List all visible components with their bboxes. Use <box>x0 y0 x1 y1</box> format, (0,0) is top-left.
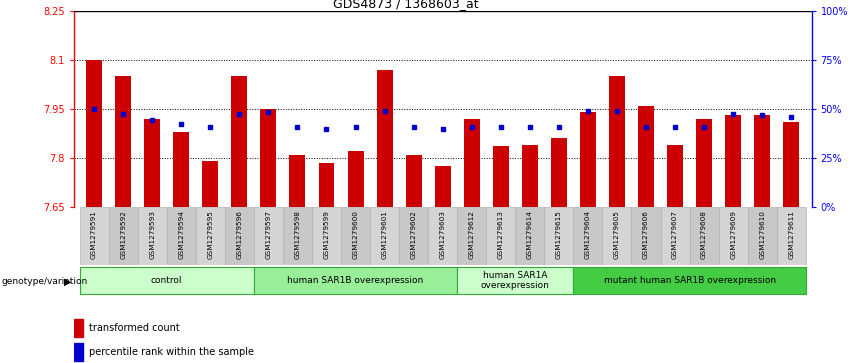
Text: mutant human SAR1B overexpression: mutant human SAR1B overexpression <box>603 276 776 285</box>
Bar <box>696 119 712 207</box>
Bar <box>689 207 719 265</box>
Text: GSM1279610: GSM1279610 <box>760 210 766 259</box>
Text: GSM1279599: GSM1279599 <box>324 210 330 259</box>
Bar <box>225 207 253 265</box>
Bar <box>86 60 102 207</box>
Bar <box>399 207 428 265</box>
Bar <box>493 146 509 207</box>
Bar <box>719 207 747 265</box>
Text: GSM1279591: GSM1279591 <box>91 210 97 259</box>
Bar <box>138 207 167 265</box>
Bar <box>602 207 632 265</box>
Bar <box>260 109 276 207</box>
Text: GSM1279603: GSM1279603 <box>440 210 445 259</box>
Text: GSM1279604: GSM1279604 <box>585 210 591 259</box>
Text: GSM1279601: GSM1279601 <box>382 210 388 259</box>
Bar <box>405 155 422 207</box>
Bar <box>777 207 806 265</box>
Bar <box>609 76 625 207</box>
Bar <box>283 207 312 265</box>
Text: genotype/variation: genotype/variation <box>2 277 88 286</box>
Bar <box>377 70 392 207</box>
Bar <box>74 319 83 337</box>
Text: GSM1279611: GSM1279611 <box>788 210 794 259</box>
Text: control: control <box>151 276 182 285</box>
Bar <box>544 207 574 265</box>
Text: human SAR1B overexpression: human SAR1B overexpression <box>287 276 424 285</box>
Bar <box>516 207 544 265</box>
Text: GSM1279612: GSM1279612 <box>469 210 475 259</box>
Text: GSM1279605: GSM1279605 <box>614 210 620 259</box>
Bar <box>486 207 516 265</box>
Bar <box>754 115 770 207</box>
Text: GSM1279615: GSM1279615 <box>556 210 562 259</box>
Bar <box>464 119 480 207</box>
Bar <box>312 207 341 265</box>
Text: ▶: ▶ <box>63 276 71 286</box>
Bar <box>428 207 457 265</box>
Bar <box>551 138 567 207</box>
Text: GSM1279613: GSM1279613 <box>497 210 503 259</box>
Bar <box>522 145 538 207</box>
Bar <box>253 207 283 265</box>
Bar <box>115 76 131 207</box>
Bar <box>661 207 689 265</box>
Text: GSM1279602: GSM1279602 <box>411 210 417 259</box>
Text: GSM1279598: GSM1279598 <box>294 210 300 259</box>
Bar <box>667 145 683 207</box>
Bar <box>202 161 218 207</box>
Bar <box>108 207 138 265</box>
Bar <box>580 112 596 207</box>
Text: human SAR1A
overexpression: human SAR1A overexpression <box>481 271 549 290</box>
Bar <box>80 266 253 294</box>
Text: GSM1279593: GSM1279593 <box>149 210 155 259</box>
Bar <box>232 76 247 207</box>
Text: GSM1279600: GSM1279600 <box>352 210 358 259</box>
Bar <box>196 207 225 265</box>
Bar <box>725 115 741 207</box>
Text: GSM1279597: GSM1279597 <box>266 210 272 259</box>
Bar <box>574 207 602 265</box>
Bar <box>638 106 654 207</box>
Bar <box>632 207 661 265</box>
Bar <box>457 266 574 294</box>
Bar <box>457 207 486 265</box>
Bar <box>144 119 161 207</box>
Bar <box>253 266 457 294</box>
Text: GSM1279595: GSM1279595 <box>207 210 214 259</box>
Bar <box>341 207 370 265</box>
Title: GDS4873 / 1368603_at: GDS4873 / 1368603_at <box>333 0 478 10</box>
Bar <box>370 207 399 265</box>
Bar <box>574 266 806 294</box>
Text: GSM1279606: GSM1279606 <box>643 210 649 259</box>
Text: GSM1279614: GSM1279614 <box>527 210 533 259</box>
Bar <box>747 207 777 265</box>
Bar <box>347 151 364 207</box>
Bar <box>174 132 189 207</box>
Text: percentile rank within the sample: percentile rank within the sample <box>89 347 254 357</box>
Bar <box>80 207 108 265</box>
Bar <box>74 343 83 361</box>
Bar <box>319 163 334 207</box>
Bar <box>783 122 799 207</box>
Text: GSM1279592: GSM1279592 <box>120 210 126 259</box>
Text: GSM1279609: GSM1279609 <box>730 210 736 259</box>
Text: GSM1279607: GSM1279607 <box>672 210 678 259</box>
Text: transformed count: transformed count <box>89 323 180 333</box>
Bar <box>435 166 450 207</box>
Bar <box>289 155 306 207</box>
Bar <box>167 207 196 265</box>
Text: GSM1279596: GSM1279596 <box>236 210 242 259</box>
Text: GSM1279594: GSM1279594 <box>178 210 184 259</box>
Text: GSM1279608: GSM1279608 <box>701 210 707 259</box>
